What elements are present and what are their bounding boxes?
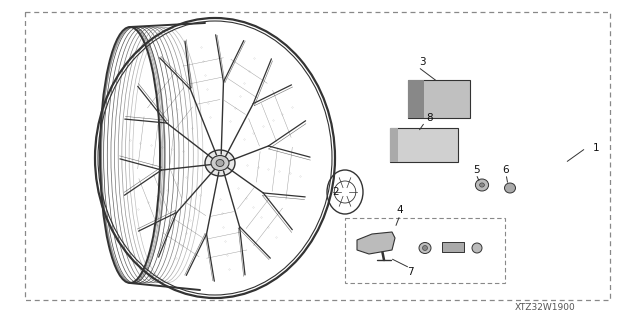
Text: 8: 8: [427, 113, 433, 123]
Text: 2: 2: [333, 187, 339, 197]
Ellipse shape: [476, 179, 488, 191]
Text: 4: 4: [397, 205, 403, 215]
Text: 5: 5: [473, 165, 479, 175]
Ellipse shape: [419, 242, 431, 254]
Bar: [345, 218, 505, 283]
Text: 3: 3: [419, 57, 426, 67]
Bar: [390, 128, 458, 162]
Bar: [442, 242, 464, 252]
Ellipse shape: [211, 155, 229, 170]
Ellipse shape: [479, 183, 484, 187]
Ellipse shape: [216, 160, 224, 167]
Ellipse shape: [472, 243, 482, 253]
Text: 7: 7: [406, 267, 413, 277]
Bar: [390, 128, 398, 162]
Polygon shape: [357, 232, 395, 254]
Text: 1: 1: [593, 143, 599, 153]
Text: XTZ32W1900: XTZ32W1900: [515, 302, 575, 311]
Bar: [408, 80, 424, 118]
Ellipse shape: [422, 246, 428, 250]
Ellipse shape: [205, 150, 235, 176]
Ellipse shape: [504, 183, 515, 193]
Bar: [408, 80, 470, 118]
Text: 6: 6: [502, 165, 509, 175]
